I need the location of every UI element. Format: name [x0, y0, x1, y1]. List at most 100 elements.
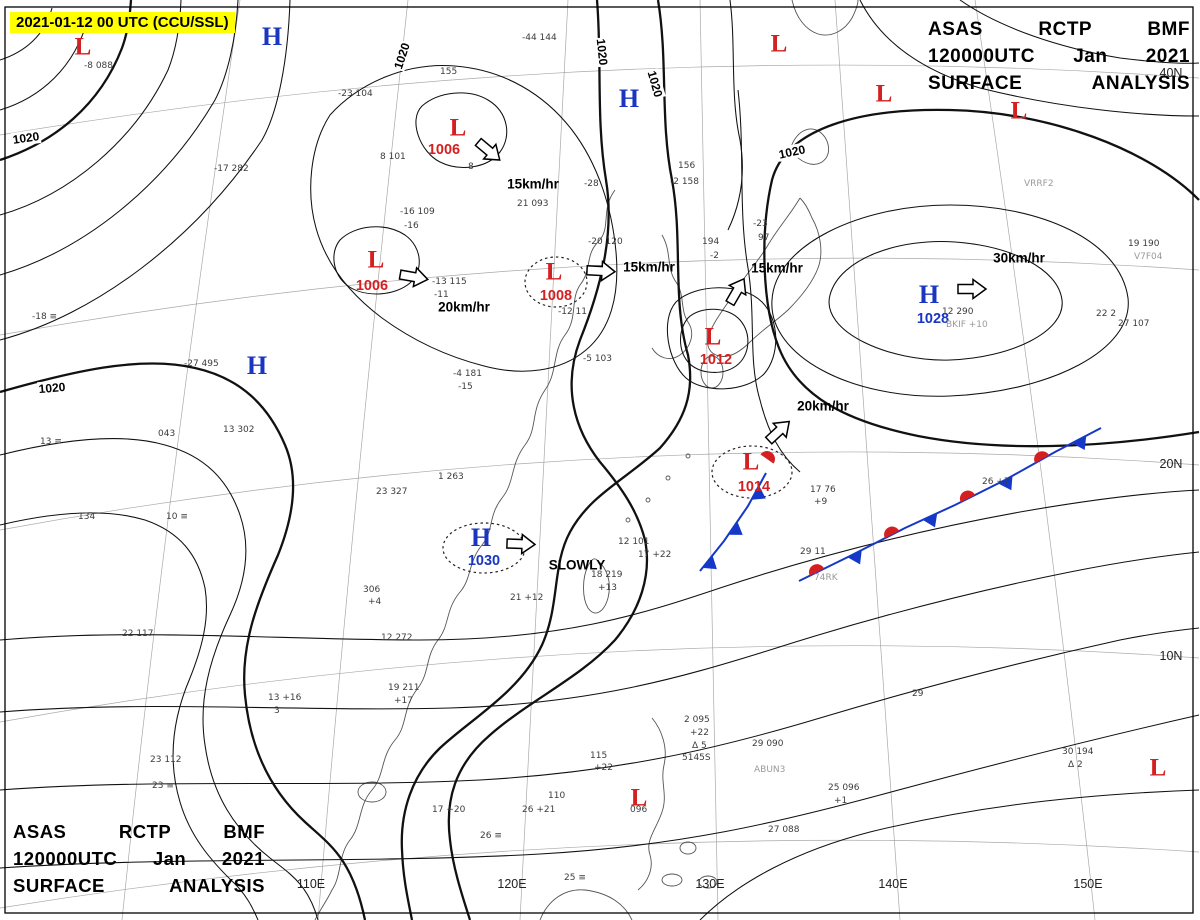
station-plot: 27 088 [768, 825, 800, 835]
station-plot: +22 [594, 763, 613, 773]
station-plot: 110 [548, 791, 566, 801]
title-line: 120000UTC Jan 2021 [928, 46, 1190, 67]
station-plot: 043 [158, 429, 176, 439]
pressure-value: 1006 [355, 278, 389, 294]
station-plot: 26 +21 [522, 805, 556, 815]
lon-label: 150E [1073, 877, 1103, 891]
isobar-label: 1020 [644, 68, 666, 100]
station-plot: -20 120 [588, 237, 623, 247]
station-plot: +9 [814, 497, 828, 507]
station-plot: 115 [590, 751, 608, 761]
pressure-symbol-L: L [545, 258, 563, 286]
station-plot: 194 [702, 237, 720, 247]
pressure-symbol-H: H [470, 523, 492, 552]
station-plot: -23 [753, 219, 768, 229]
station-plot: 19 190 [1128, 239, 1160, 249]
movement-arrow [764, 420, 791, 445]
station-plot: 5145S [682, 753, 711, 763]
front-glyph-cold [751, 485, 766, 500]
pressure-symbol-H: H [246, 351, 268, 380]
lat-label: 10N [1159, 649, 1183, 663]
speed-label: 15km/hr [751, 260, 803, 276]
station-plot: -44 144 [522, 33, 557, 43]
station-plot: V7F04 [1134, 252, 1163, 262]
lon-label: 120E [497, 877, 527, 891]
pressure-symbol-L: L [630, 784, 648, 812]
movement-arrow [725, 277, 747, 307]
pressure-symbol-L: L [449, 114, 467, 142]
pressure-symbol-L: L [875, 80, 893, 108]
station-plot: 27 107 [1118, 319, 1150, 329]
station-plot: 096 [630, 805, 648, 815]
station-plot: +22 [690, 728, 709, 738]
isobar-label: 1020 [37, 379, 67, 397]
station-plot: 8 [468, 162, 474, 172]
station-plot: -23 104 [338, 89, 373, 99]
lon-label: 110E [296, 877, 326, 891]
title-line: 120000UTC Jan 2021 [13, 848, 265, 869]
movement-arrow [585, 260, 617, 282]
station-plot: 25 ≡ [564, 873, 586, 883]
speed-label: 30km/hr [993, 250, 1045, 266]
station-plot: 17 +20 [432, 805, 466, 815]
lon-label: 140E [878, 877, 908, 891]
lat-label: 20N [1159, 457, 1183, 471]
station-plot: 29 090 [752, 739, 784, 749]
station-plot: -28 [584, 179, 599, 189]
station-plot: 17 76 [810, 485, 836, 495]
station-plot: -13 115 [432, 277, 467, 287]
speed-label: 15km/hr [507, 176, 559, 192]
station-plot: -15 [458, 382, 473, 392]
station-plot: +4 [368, 597, 382, 607]
station-plot: 19 211 [388, 683, 420, 693]
isobar-label: 1020 [10, 129, 42, 147]
station-plot: 26 +7 [982, 477, 1010, 487]
station-plot: 22 2 [1096, 309, 1117, 319]
dotted-circle [711, 445, 793, 499]
pressure-value: 1006 [427, 142, 461, 158]
station-plot: 156 [678, 161, 696, 171]
station-plot: -5 103 [583, 354, 613, 364]
station-plot: 306 [363, 585, 381, 595]
station-plot: +13 [598, 583, 617, 593]
front-glyph-cold [702, 555, 717, 570]
map-frame [4, 6, 1194, 914]
station-plot: 12 272 [381, 633, 413, 643]
station-plot: 21 +12 [510, 593, 544, 603]
datetime-stamp: 2021-01-12 00 UTC (CCU/SSL) [10, 12, 235, 33]
station-plot: -16 [404, 221, 419, 231]
movement-arrow [957, 278, 988, 300]
speed-label: 20km/hr [438, 299, 490, 315]
station-plot: ABUN3 [754, 765, 786, 775]
station-plot: 155 [440, 67, 458, 77]
station-plot: 8 101 [380, 152, 406, 162]
pressure-value: 1014 [737, 479, 771, 495]
title-top-right: ASAS RCTP BMF 120000UTC Jan 2021 SURFACE… [928, 16, 1190, 97]
station-plot: 30 194 [1062, 747, 1094, 757]
station-plot: 1 263 [438, 472, 464, 482]
pressure-symbol-H: H [618, 84, 640, 113]
pressure-symbol-L: L [74, 33, 92, 61]
station-plot: -12 11 [558, 307, 588, 317]
station-plot: -2 158 [670, 177, 700, 187]
front-glyph-warm [884, 526, 900, 539]
front-glyph-warm [959, 490, 976, 503]
station-plot: 29 11 [800, 547, 826, 557]
weather-fronts [699, 427, 1102, 582]
title-line: SURFACE ANALYSIS [928, 73, 1190, 94]
front-glyph-cold [1072, 435, 1087, 451]
station-plot: BKIF +10 [946, 320, 988, 330]
station-plot: +1 [834, 796, 848, 806]
front-glyph-cold [728, 521, 743, 535]
pressure-symbol-L: L [742, 448, 760, 476]
station-plot: 2 095 [684, 715, 710, 725]
station-plot: Δ 5 [692, 741, 707, 751]
station-plot: -18 ≡ [32, 312, 58, 322]
isobar-label: 1020 [776, 142, 808, 162]
station-plot: 18 219 [591, 570, 623, 580]
station-plot: -8 088 [84, 61, 114, 71]
pressure-symbol-L: L [367, 246, 385, 274]
front-glyph-warm [760, 451, 775, 464]
station-plot: 23 112 [150, 755, 182, 765]
